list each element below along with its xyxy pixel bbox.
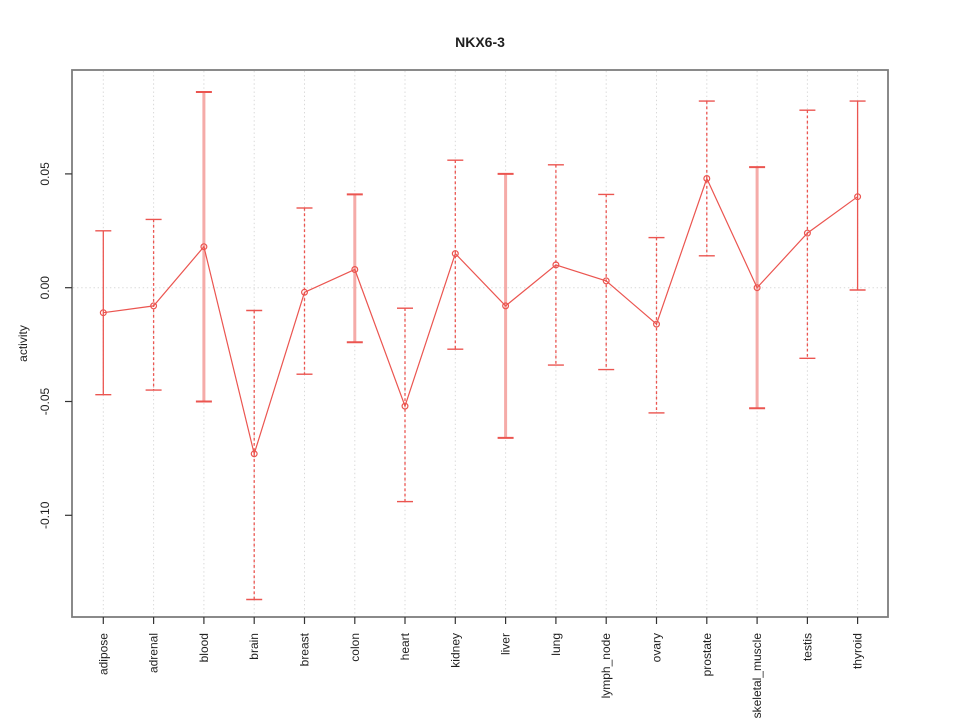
x-tick-label: brain — [247, 633, 261, 660]
data-point — [502, 302, 510, 310]
x-tick-label: lymph_node — [599, 633, 613, 699]
x-tick-label: ovary — [650, 633, 664, 662]
data-point — [552, 261, 560, 269]
x-tick-label: colon — [348, 633, 362, 662]
data-point — [753, 284, 761, 292]
x-tick-label: adipose — [96, 633, 110, 675]
chart-title: NKX6-3 — [455, 34, 505, 50]
x-tick-label: prostate — [700, 633, 714, 677]
y-axis-label: activity — [16, 325, 30, 362]
x-tick-label: thyroid — [851, 633, 865, 669]
series-line — [103, 176, 858, 457]
x-tick-label: liver — [499, 633, 513, 655]
x-tick-label: heart — [398, 632, 412, 660]
y-tick-label: -0.05 — [38, 388, 52, 416]
data-point — [451, 250, 459, 258]
x-tick-label: kidney — [448, 633, 462, 668]
x-tick-label: lung — [549, 633, 563, 656]
data-point — [99, 309, 107, 317]
data-point — [854, 193, 862, 201]
x-tick-label: adrenal — [147, 633, 161, 673]
data-point — [351, 266, 359, 274]
plot-border — [71, 69, 889, 618]
data-point — [301, 288, 309, 296]
y-tick-label: 0.05 — [38, 162, 52, 186]
x-tick-label: testis — [800, 633, 814, 661]
data-point — [652, 320, 660, 328]
data-point — [602, 277, 610, 285]
data-point — [401, 402, 409, 410]
data-point — [250, 450, 258, 458]
x-tick-label: skeletal_muscle — [750, 633, 764, 719]
y-tick-label: -0.10 — [38, 501, 52, 529]
data-point — [703, 175, 711, 183]
y-tick-label: 0.00 — [38, 276, 52, 300]
data-point — [803, 229, 811, 237]
x-tick-label: breast — [298, 632, 312, 666]
x-tick-label: blood — [197, 633, 211, 662]
data-point — [150, 302, 158, 310]
data-point — [200, 243, 208, 251]
